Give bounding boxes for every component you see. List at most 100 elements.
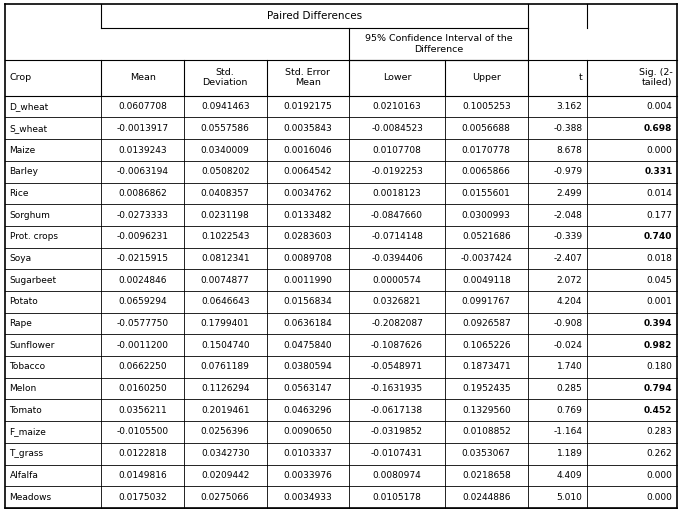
- Text: -0.0105500: -0.0105500: [117, 428, 168, 437]
- Text: 0.1504740: 0.1504740: [201, 340, 250, 350]
- Text: 0.0175032: 0.0175032: [118, 493, 167, 502]
- Text: 95% Confidence Interval of the
Difference: 95% Confidence Interval of the Differenc…: [365, 34, 512, 54]
- Text: Barley: Barley: [10, 167, 39, 176]
- Text: 0.000: 0.000: [647, 471, 672, 480]
- Text: 0.0049118: 0.0049118: [462, 275, 511, 285]
- Text: D_wheat: D_wheat: [10, 102, 49, 111]
- Text: -0.0013917: -0.0013917: [117, 124, 168, 133]
- Text: 0.769: 0.769: [557, 406, 582, 415]
- Text: 0.0607708: 0.0607708: [118, 102, 167, 111]
- Text: 0.1126294: 0.1126294: [201, 384, 250, 393]
- Text: 0.0033976: 0.0033976: [284, 471, 332, 480]
- Text: 0.0475840: 0.0475840: [284, 340, 332, 350]
- Text: 0.0103337: 0.0103337: [284, 449, 332, 458]
- Text: 0.0139243: 0.0139243: [118, 145, 167, 155]
- Text: 4.204: 4.204: [557, 297, 582, 306]
- Text: 0.0160250: 0.0160250: [118, 384, 167, 393]
- Text: 0.0353067: 0.0353067: [462, 449, 511, 458]
- Text: 0.000: 0.000: [647, 493, 672, 502]
- Text: 0.0108852: 0.0108852: [462, 428, 511, 437]
- Text: Sunflower: Sunflower: [10, 340, 55, 350]
- Text: 0.0340009: 0.0340009: [201, 145, 250, 155]
- Text: 0.0011990: 0.0011990: [284, 275, 332, 285]
- Text: -0.024: -0.024: [554, 340, 582, 350]
- Text: -0.0394406: -0.0394406: [371, 254, 423, 263]
- Text: Tomato: Tomato: [10, 406, 42, 415]
- Text: 0.0155601: 0.0155601: [462, 189, 511, 198]
- Text: -0.0084523: -0.0084523: [371, 124, 423, 133]
- Text: 0.794: 0.794: [644, 384, 672, 393]
- Text: 0.1873471: 0.1873471: [462, 362, 511, 371]
- Text: Sorghum: Sorghum: [10, 210, 50, 220]
- Text: 0.1065226: 0.1065226: [462, 340, 511, 350]
- Text: 0.0636184: 0.0636184: [284, 319, 332, 328]
- Text: -0.0273333: -0.0273333: [117, 210, 168, 220]
- Text: 0.0244886: 0.0244886: [462, 493, 511, 502]
- Text: -0.0548971: -0.0548971: [371, 362, 423, 371]
- Text: 0.0064542: 0.0064542: [284, 167, 332, 176]
- Text: 0.0356211: 0.0356211: [118, 406, 167, 415]
- Text: T_grass: T_grass: [10, 449, 44, 458]
- Text: 0.004: 0.004: [647, 102, 672, 111]
- Text: 0.0380594: 0.0380594: [284, 362, 332, 371]
- Text: Sig. (2-
tailed): Sig. (2- tailed): [639, 68, 672, 88]
- Text: -0.339: -0.339: [553, 232, 582, 241]
- Text: S_wheat: S_wheat: [10, 124, 48, 133]
- Text: 0.0105178: 0.0105178: [372, 493, 421, 502]
- Text: 0.0326821: 0.0326821: [373, 297, 421, 306]
- Text: Std.
Deviation: Std. Deviation: [203, 68, 248, 88]
- Text: 0.0659294: 0.0659294: [118, 297, 167, 306]
- Text: 0.180: 0.180: [647, 362, 672, 371]
- Text: Maize: Maize: [10, 145, 35, 155]
- Text: 0.0089708: 0.0089708: [284, 254, 332, 263]
- Text: 0.1799401: 0.1799401: [201, 319, 250, 328]
- Text: 3.162: 3.162: [557, 102, 582, 111]
- Text: 0.000: 0.000: [647, 145, 672, 155]
- Text: 0.0018123: 0.0018123: [372, 189, 421, 198]
- Text: -0.1087626: -0.1087626: [371, 340, 423, 350]
- Text: 0.001: 0.001: [647, 297, 672, 306]
- Text: 0.0256396: 0.0256396: [201, 428, 250, 437]
- Text: 0.0074877: 0.0074877: [201, 275, 250, 285]
- Text: Rape: Rape: [10, 319, 33, 328]
- Text: 0.2019461: 0.2019461: [201, 406, 250, 415]
- Text: -0.0037424: -0.0037424: [460, 254, 512, 263]
- Text: -2.048: -2.048: [554, 210, 582, 220]
- Text: Mean: Mean: [130, 73, 155, 82]
- Text: 0.0065866: 0.0065866: [462, 167, 511, 176]
- Text: 8.678: 8.678: [557, 145, 582, 155]
- Text: 0.0342730: 0.0342730: [201, 449, 250, 458]
- Text: 0.0080974: 0.0080974: [372, 471, 421, 480]
- Text: Rice: Rice: [10, 189, 29, 198]
- Text: 0.0557586: 0.0557586: [201, 124, 250, 133]
- Text: 0.0646643: 0.0646643: [201, 297, 250, 306]
- Text: 0.0156834: 0.0156834: [284, 297, 332, 306]
- Text: 0.0941463: 0.0941463: [201, 102, 250, 111]
- Text: Tobacco: Tobacco: [10, 362, 46, 371]
- Text: -0.2082087: -0.2082087: [371, 319, 423, 328]
- Text: Std. Error
Mean: Std. Error Mean: [285, 68, 330, 88]
- Text: 4.409: 4.409: [557, 471, 582, 480]
- Text: Alfalfa: Alfalfa: [10, 471, 38, 480]
- Text: Lower: Lower: [383, 73, 411, 82]
- Text: 0.018: 0.018: [647, 254, 672, 263]
- Text: 0.0218658: 0.0218658: [462, 471, 511, 480]
- Text: 0.0812341: 0.0812341: [201, 254, 250, 263]
- Text: -0.0215915: -0.0215915: [117, 254, 168, 263]
- Text: 5.010: 5.010: [557, 493, 582, 502]
- Text: 0.0283603: 0.0283603: [284, 232, 332, 241]
- Text: 0.0056688: 0.0056688: [462, 124, 511, 133]
- Text: -2.407: -2.407: [554, 254, 582, 263]
- Text: Meadows: Meadows: [10, 493, 52, 502]
- Text: -0.1631935: -0.1631935: [371, 384, 423, 393]
- Text: -0.979: -0.979: [553, 167, 582, 176]
- Text: 0.262: 0.262: [647, 449, 672, 458]
- Text: Potato: Potato: [10, 297, 38, 306]
- Text: 0.1952435: 0.1952435: [462, 384, 511, 393]
- Text: 0.0300993: 0.0300993: [462, 210, 511, 220]
- Text: 0.0209442: 0.0209442: [201, 471, 250, 480]
- Text: 0.0107708: 0.0107708: [372, 145, 421, 155]
- Text: Soya: Soya: [10, 254, 31, 263]
- Text: -0.908: -0.908: [553, 319, 582, 328]
- Text: 0.1005253: 0.1005253: [462, 102, 511, 111]
